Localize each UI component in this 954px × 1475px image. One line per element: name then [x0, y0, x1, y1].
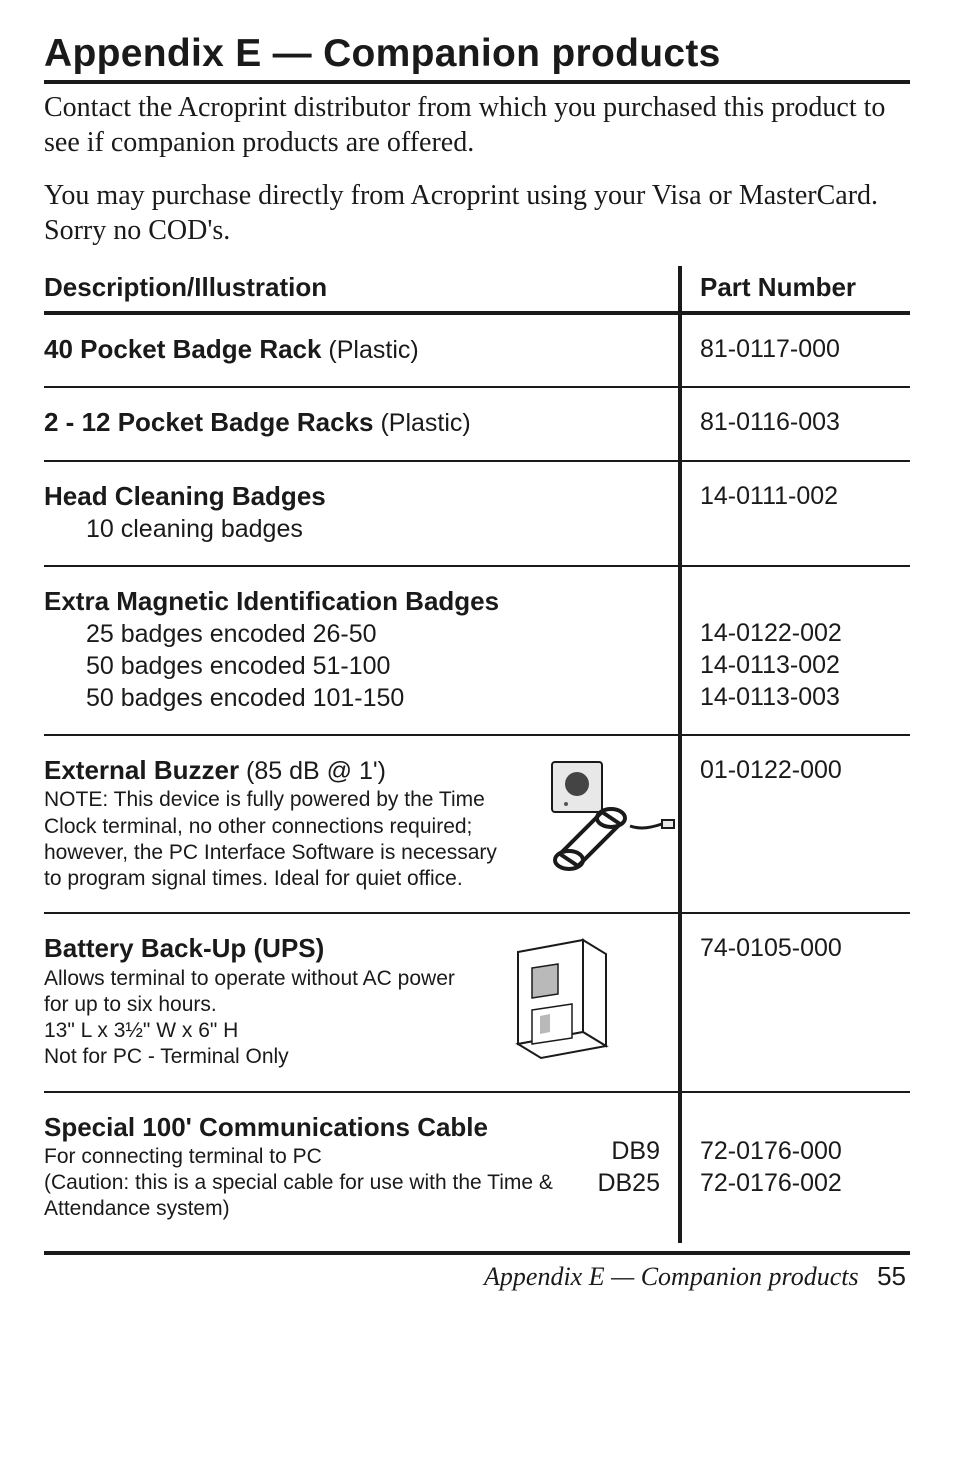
footer-label: Appendix E — Companion products [484, 1262, 859, 1291]
description-cell: Special 100' Communications Cable For co… [44, 1092, 680, 1243]
intro-paragraph-1: Contact the Acroprint distributor from w… [44, 90, 910, 160]
product-title: Extra Magnetic Identification Badges [44, 586, 499, 616]
column-header-part-number: Part Number [680, 266, 910, 313]
product-note: NOTE: This device is fully powered by th… [44, 787, 506, 892]
product-title: 2 - 12 Pocket Badge Racks [44, 407, 374, 437]
table-row: Battery Back-Up (UPS) Allows terminal to… [44, 913, 910, 1091]
product-note-line: For connecting terminal to PC [44, 1144, 585, 1170]
title-rule [44, 80, 910, 84]
product-title: Head Cleaning Badges [44, 481, 326, 511]
product-qualifier: (Plastic) [374, 409, 471, 437]
part-number-line: 14-0113-003 [700, 681, 910, 713]
product-subline: 50 badges encoded 101-150 [44, 682, 678, 714]
buzzer-icon [518, 754, 678, 874]
description-cell: 2 - 12 Pocket Badge Racks (Plastic) [44, 387, 680, 460]
table-row: Extra Magnetic Identification Badges 25 … [44, 566, 910, 735]
page: Appendix E — Companion products Contact … [0, 0, 954, 1475]
product-qualifier: (85 dB @ 1') [239, 757, 386, 785]
page-number: 55 [877, 1261, 906, 1291]
part-number-cell: 14-0122-002 14-0113-002 14-0113-003 [680, 566, 910, 735]
part-number-cell: 01-0122-000 [680, 735, 910, 913]
part-number-cell: 72-0176-000 72-0176-002 [680, 1092, 910, 1243]
product-title: 40 Pocket Badge Rack [44, 334, 321, 364]
intro-paragraph-2: You may purchase directly from Acroprint… [44, 178, 910, 248]
part-number-cell: 81-0117-000 [680, 313, 910, 387]
connector-label: DB9 [597, 1135, 660, 1167]
product-title: External Buzzer [44, 755, 239, 785]
connector-column: DB9 DB25 [597, 1135, 678, 1199]
product-subline: 25 badges encoded 26-50 [44, 618, 678, 650]
page-footer: Appendix E — Companion products 55 [44, 1261, 910, 1292]
ups-illustration [488, 932, 678, 1070]
description-cell: Head Cleaning Badges 10 cleaning badges [44, 461, 680, 566]
product-note-line: (Caution: this is a special cable for us… [44, 1170, 585, 1223]
product-note-line: Allows terminal to operate without AC po… [44, 966, 476, 1019]
part-number-line: 14-0113-002 [700, 649, 910, 681]
table-row: 2 - 12 Pocket Badge Racks (Plastic) 81-0… [44, 387, 910, 460]
product-qualifier: (Plastic) [321, 336, 418, 364]
product-note-line: Not for PC - Terminal Only [44, 1044, 476, 1070]
description-cell: Extra Magnetic Identification Badges 25 … [44, 566, 680, 735]
ups-icon [488, 932, 618, 1062]
part-number-cell: 74-0105-000 [680, 913, 910, 1091]
description-cell: 40 Pocket Badge Rack (Plastic) [44, 313, 680, 387]
table-row: Special 100' Communications Cable For co… [44, 1092, 910, 1243]
products-table: Description/Illustration Part Number 40 … [44, 266, 910, 1243]
table-header-row: Description/Illustration Part Number [44, 266, 910, 313]
product-title: Special 100' Communications Cable [44, 1112, 488, 1142]
part-number-line: 14-0122-002 [700, 617, 910, 649]
part-number-cell: 81-0116-003 [680, 387, 910, 460]
product-note-line: 13" L x 3½" W x 6" H [44, 1018, 476, 1044]
product-subline: 50 badges encoded 51-100 [44, 650, 678, 682]
part-number-cell: 14-0111-002 [680, 461, 910, 566]
description-cell: External Buzzer (85 dB @ 1') NOTE: This … [44, 735, 680, 913]
connector-label: DB25 [597, 1167, 660, 1199]
product-subline: 10 cleaning badges [44, 513, 678, 545]
intro-block: Contact the Acroprint distributor from w… [44, 90, 910, 248]
page-title: Appendix E — Companion products [44, 32, 910, 76]
column-header-description: Description/Illustration [44, 266, 680, 313]
product-title: Battery Back-Up (UPS) [44, 933, 324, 963]
buzzer-illustration [518, 754, 678, 882]
part-number-spacer [700, 585, 910, 617]
part-number-line: 72-0176-002 [700, 1167, 910, 1199]
table-row: Head Cleaning Badges 10 cleaning badges … [44, 461, 910, 566]
table-row: External Buzzer (85 dB @ 1') NOTE: This … [44, 735, 910, 913]
table-row: 40 Pocket Badge Rack (Plastic) 81-0117-0… [44, 313, 910, 387]
part-number-line: 72-0176-000 [700, 1135, 910, 1167]
bottom-rule [44, 1251, 910, 1255]
description-cell: Battery Back-Up (UPS) Allows terminal to… [44, 913, 680, 1091]
